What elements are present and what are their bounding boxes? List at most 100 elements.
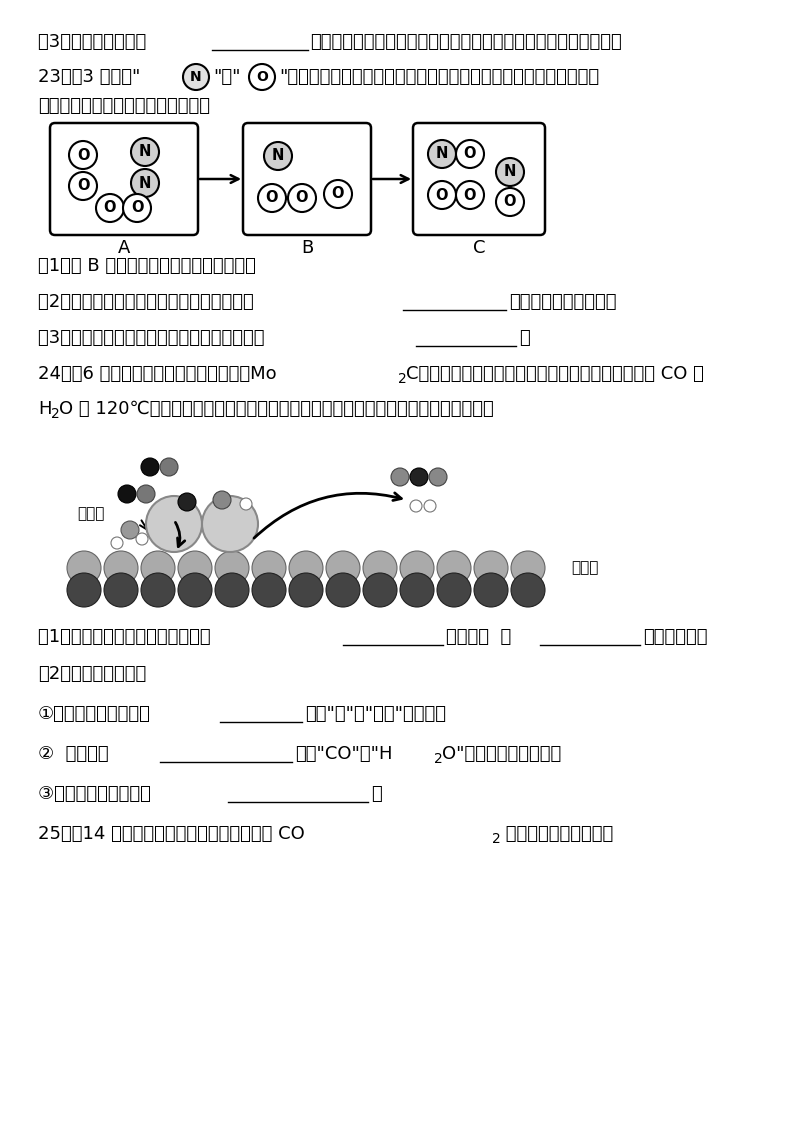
Text: O: O [503, 194, 516, 210]
Circle shape [324, 180, 352, 208]
Circle shape [137, 485, 155, 503]
Circle shape [252, 573, 286, 608]
Text: （用化学符号表示）；: （用化学符号表示）； [509, 293, 616, 311]
Text: B: B [301, 239, 313, 257]
Text: N: N [191, 70, 202, 84]
Circle shape [118, 485, 136, 503]
Text: C: C [472, 239, 485, 257]
Circle shape [146, 496, 202, 553]
Text: H: H [38, 400, 52, 418]
Text: 应的微观模拟图。请回答下列问题：: 应的微观模拟图。请回答下列问题： [38, 97, 210, 115]
Circle shape [111, 537, 123, 549]
Text: O: O [77, 147, 89, 163]
Text: （3）该化学反应中氮气和氧气的分子个数比是: （3）该化学反应中氮气和氧气的分子个数比是 [38, 329, 270, 347]
Circle shape [178, 551, 212, 585]
Text: 2: 2 [51, 407, 60, 421]
Text: 种元素，  有: 种元素， 有 [446, 628, 517, 646]
Circle shape [428, 181, 456, 209]
Circle shape [363, 573, 397, 608]
Text: O: O [464, 188, 476, 202]
Text: 2: 2 [492, 832, 501, 846]
Circle shape [240, 497, 252, 510]
Circle shape [400, 551, 434, 585]
Circle shape [141, 573, 175, 608]
Text: O: O [104, 201, 116, 216]
Circle shape [160, 458, 178, 476]
Circle shape [474, 551, 508, 585]
Text: O: O [436, 188, 449, 202]
Text: （填"有"或"没有"）变化；: （填"有"或"没有"）变化； [305, 705, 446, 723]
Circle shape [249, 64, 275, 90]
Text: ①构成催化剂的各原子: ①构成催化剂的各原子 [38, 705, 151, 723]
Text: A: A [118, 239, 130, 257]
Circle shape [141, 458, 159, 476]
Circle shape [289, 573, 323, 608]
Circle shape [424, 500, 436, 512]
Circle shape [67, 551, 101, 585]
Text: N: N [139, 175, 151, 191]
Circle shape [264, 141, 292, 170]
Circle shape [363, 551, 397, 585]
Text: N: N [139, 145, 151, 159]
Circle shape [213, 491, 231, 509]
Circle shape [215, 573, 249, 608]
Text: "和": "和" [213, 69, 241, 86]
Text: （1）反应微观模型中，除钼外还有: （1）反应微观模型中，除钼外还有 [38, 628, 217, 646]
Circle shape [496, 158, 524, 186]
Text: N: N [504, 164, 516, 180]
FancyBboxPatch shape [413, 124, 545, 235]
Circle shape [410, 468, 428, 486]
Circle shape [400, 573, 434, 608]
Text: （填"CO"或"H: （填"CO"或"H [295, 745, 392, 763]
Text: 24．（6 分）我国科学家研究出碳化钼（Mo: 24．（6 分）我国科学家研究出碳化钼（Mo [38, 365, 276, 383]
Circle shape [326, 573, 360, 608]
Circle shape [456, 140, 484, 168]
Circle shape [456, 181, 484, 209]
Text: （2）该反应过程中：: （2）该反应过程中： [38, 665, 146, 683]
Text: O: O [332, 186, 345, 201]
Text: 金原子: 金原子 [77, 506, 104, 521]
Text: O: O [77, 179, 89, 193]
Circle shape [437, 551, 471, 585]
Circle shape [437, 573, 471, 608]
Text: 。: 。 [371, 785, 382, 803]
Circle shape [258, 184, 286, 212]
Circle shape [131, 138, 159, 166]
Circle shape [326, 551, 360, 585]
Circle shape [289, 551, 323, 585]
Circle shape [391, 468, 409, 486]
Circle shape [178, 573, 212, 608]
Text: O: O [266, 191, 278, 206]
Text: 种单质分子。: 种单质分子。 [643, 628, 707, 646]
Circle shape [178, 493, 196, 511]
Text: O"）起吸附催化作用；: O"）起吸附催化作用； [442, 745, 561, 763]
Text: 23．（3 分）用": 23．（3 分）用" [38, 69, 141, 86]
Text: N: N [272, 148, 284, 164]
Text: 2: 2 [434, 752, 443, 766]
Text: O: O [131, 201, 143, 216]
Circle shape [511, 551, 545, 585]
FancyBboxPatch shape [243, 124, 371, 235]
Text: O 在 120℃下发生反应，反应微观模型如下图所示（图中不同小球代表不同原子）。: O 在 120℃下发生反应，反应微观模型如下图所示（图中不同小球代表不同原子）。 [59, 400, 494, 418]
Text: 碳化钼: 碳化钼 [571, 560, 599, 575]
Circle shape [69, 172, 97, 200]
Circle shape [252, 551, 286, 585]
Text: N: N [436, 146, 448, 162]
FancyBboxPatch shape [50, 124, 198, 235]
Text: O: O [295, 191, 308, 206]
Text: "分别表示氮原子和氧原子，下图是氮气与氧气在放电条件下发生反: "分别表示氮原子和氧原子，下图是氮气与氧气在放电条件下发生反 [279, 69, 599, 86]
Circle shape [104, 551, 138, 585]
Text: 2: 2 [398, 372, 407, 386]
Circle shape [104, 573, 138, 608]
Circle shape [428, 140, 456, 168]
Circle shape [183, 64, 209, 90]
Text: ③反应的化学方程式为: ③反应的化学方程式为 [38, 785, 156, 803]
Circle shape [69, 141, 97, 168]
Circle shape [141, 551, 175, 585]
Circle shape [474, 573, 508, 608]
Circle shape [202, 496, 258, 553]
Circle shape [121, 521, 139, 539]
Text: 25．（14 分）实验室可选用下图装置，制取 CO: 25．（14 分）实验室可选用下图装置，制取 CO [38, 825, 305, 843]
Circle shape [410, 500, 422, 512]
Circle shape [131, 168, 159, 197]
